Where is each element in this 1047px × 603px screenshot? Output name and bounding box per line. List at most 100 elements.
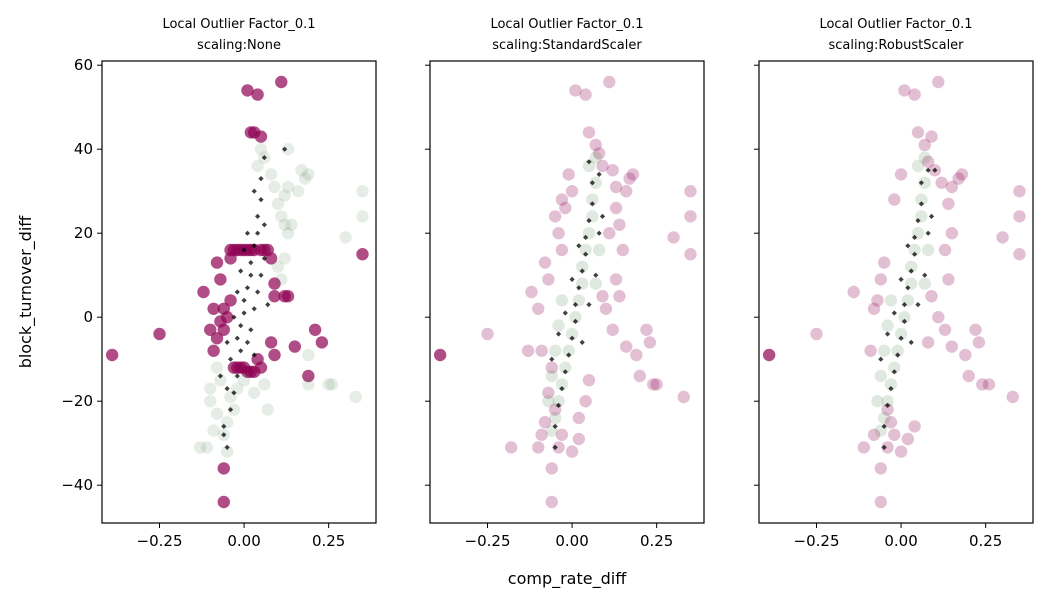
center-point bbox=[579, 339, 585, 345]
outlier-point bbox=[545, 495, 558, 509]
center-point bbox=[898, 276, 904, 282]
outlier-point bbox=[609, 180, 623, 194]
outlier-point bbox=[559, 201, 572, 215]
outlier-point bbox=[356, 248, 369, 261]
outlier-point bbox=[532, 302, 545, 315]
inlier-point bbox=[881, 319, 894, 332]
x-tick-label: 0.00 bbox=[555, 532, 588, 550]
outlier-point bbox=[589, 138, 602, 152]
inlier-point bbox=[271, 197, 285, 210]
outlier-point bbox=[565, 185, 579, 198]
center-point bbox=[248, 260, 254, 266]
outlier-point bbox=[565, 445, 579, 458]
outlier-point bbox=[302, 369, 315, 383]
outlier-point bbox=[640, 323, 653, 336]
center-point bbox=[895, 352, 901, 358]
inlier-point bbox=[884, 294, 898, 307]
center-point bbox=[261, 155, 267, 161]
outlier-point bbox=[677, 390, 690, 404]
outlier-point bbox=[881, 441, 894, 454]
center-point bbox=[881, 444, 887, 450]
outlier-point bbox=[569, 84, 582, 97]
center-point bbox=[244, 230, 251, 236]
outlier-point bbox=[288, 340, 302, 353]
outlier-point bbox=[901, 432, 915, 446]
outlier-point bbox=[982, 378, 996, 391]
center-point bbox=[244, 339, 251, 345]
center-point bbox=[566, 352, 572, 358]
center-point bbox=[908, 339, 914, 345]
center-point bbox=[248, 272, 254, 278]
y-tick-label: 0 bbox=[83, 308, 93, 326]
inlier-point bbox=[545, 369, 558, 383]
center-point bbox=[915, 218, 921, 224]
outlier-point bbox=[874, 273, 887, 286]
outlier-point bbox=[650, 378, 663, 391]
inlier-point bbox=[275, 210, 288, 223]
inlier-point bbox=[592, 243, 606, 257]
outlier-point bbox=[962, 369, 975, 383]
inlier-point bbox=[227, 403, 241, 416]
inlier-point bbox=[237, 374, 251, 387]
center-point bbox=[586, 159, 592, 165]
outlier-point bbox=[932, 75, 945, 89]
outlier-point bbox=[197, 285, 210, 299]
center-point bbox=[912, 234, 918, 240]
inlier-point bbox=[207, 424, 220, 437]
outlier-point bbox=[942, 197, 955, 210]
outlier-point bbox=[555, 193, 569, 206]
center-point bbox=[241, 310, 247, 316]
center-point bbox=[255, 289, 261, 295]
outlier-point bbox=[204, 323, 217, 336]
center-point bbox=[238, 323, 244, 329]
ticks-layer: −0.25 0.00 0.25 bbox=[754, 64, 1002, 550]
center-point bbox=[596, 230, 602, 236]
inlier-point bbox=[884, 378, 898, 391]
center-point bbox=[224, 339, 230, 345]
inlier-point bbox=[281, 227, 295, 240]
inlier-point bbox=[322, 378, 335, 391]
outlier-point bbox=[881, 403, 894, 416]
points-layer bbox=[433, 75, 697, 509]
outlier-point bbox=[867, 428, 881, 441]
outlier-point bbox=[606, 164, 619, 177]
center-point bbox=[576, 243, 582, 249]
center-point bbox=[248, 327, 254, 333]
outlier-point bbox=[864, 344, 877, 357]
outlier-point bbox=[525, 285, 538, 299]
outlier-point bbox=[908, 88, 921, 101]
outlier-point bbox=[894, 445, 908, 458]
inlier-point bbox=[915, 193, 928, 206]
center-point bbox=[251, 352, 257, 358]
center-point bbox=[258, 197, 264, 203]
outlier-point bbox=[241, 84, 254, 97]
x-tick-label: 0.25 bbox=[640, 532, 673, 550]
inlier-point bbox=[349, 390, 362, 404]
outlier-point bbox=[592, 147, 606, 160]
inlier-point bbox=[261, 403, 274, 416]
ticks-layer: −0.25 0.00 0.25 bbox=[425, 64, 673, 550]
outlier-point bbox=[874, 495, 887, 509]
outlier-point bbox=[254, 130, 268, 143]
outlier-point bbox=[942, 273, 955, 286]
outlier-point bbox=[210, 332, 224, 345]
outlier-point bbox=[210, 256, 224, 269]
outlier-point bbox=[609, 273, 623, 286]
inlier-point bbox=[898, 311, 911, 324]
center-point bbox=[905, 243, 911, 249]
inlier-point bbox=[586, 193, 599, 206]
center-point bbox=[922, 272, 928, 278]
inlier-point bbox=[888, 361, 901, 374]
outlier-point bbox=[626, 168, 640, 181]
inlier-point bbox=[268, 180, 281, 194]
outlier-point bbox=[268, 348, 281, 362]
inlier-point bbox=[204, 395, 217, 408]
outlier-point bbox=[542, 386, 555, 399]
outlier-point bbox=[308, 323, 322, 336]
inlier-point bbox=[248, 386, 261, 399]
y-tick-label: −40 bbox=[61, 476, 93, 494]
panel-scaling-none: Local Outlier Factor_0.1 scaling:None −0… bbox=[61, 17, 377, 550]
center-point bbox=[231, 390, 237, 396]
panel-title-line2: scaling:None bbox=[197, 38, 281, 53]
outlier-point bbox=[538, 256, 552, 269]
